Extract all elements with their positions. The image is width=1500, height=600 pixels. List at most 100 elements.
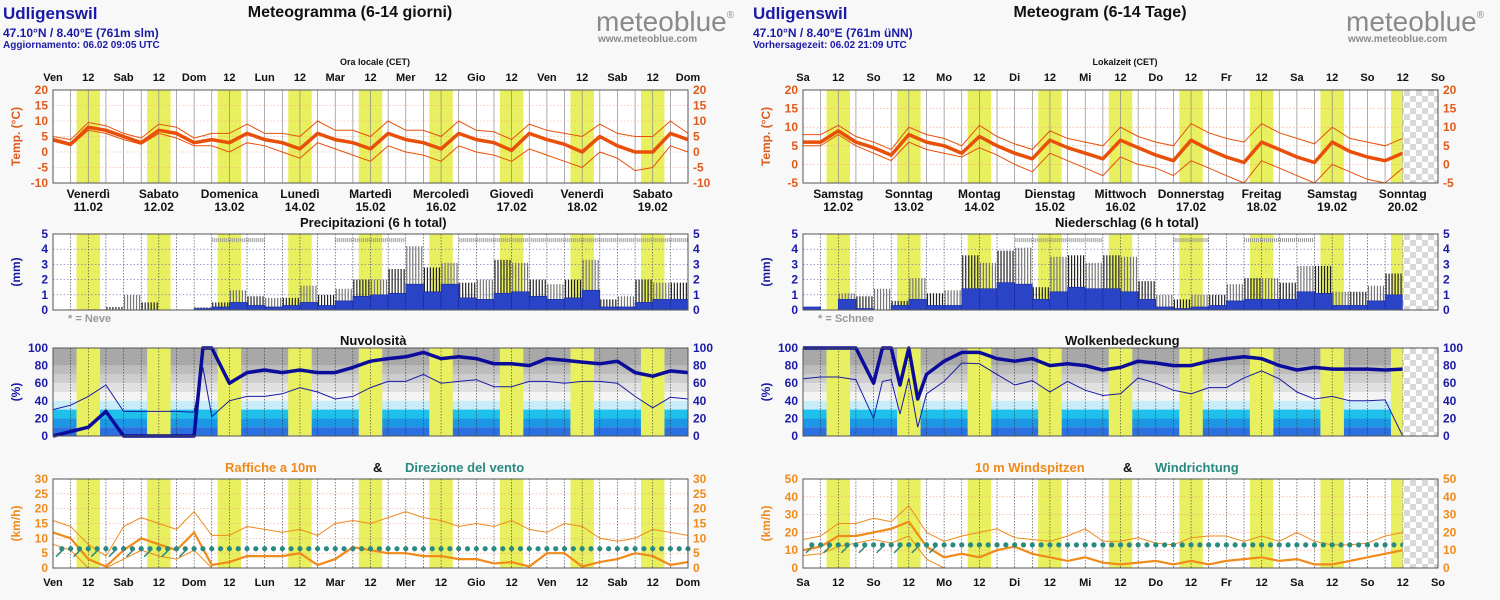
precip-mean-bar [890,305,910,311]
day-name: Freitag [1241,187,1282,201]
meteoblue-logo[interactable]: meteoblue® [596,6,734,38]
time-tick-label: Sa [1290,72,1304,84]
precip-mean-bar [961,288,980,311]
precip-mean-bar [440,283,459,311]
y-tick-label-right: -5 [1443,176,1454,190]
gust-upper-line [802,504,1403,546]
daylight-band [429,479,453,568]
time-tick-label: 12 [902,72,915,84]
y-tick-label-right: 0 [1443,157,1450,171]
y-tick-label-right: 0 [693,561,700,575]
wind-direction-dot [650,546,656,552]
meteoblue-logo[interactable]: meteoblue® [1346,6,1484,38]
y-tick-label-right: 2 [1443,273,1450,287]
precip-mean-bar [352,296,371,311]
y-tick-label-right: 10 [693,531,707,545]
wind-direction-dot [447,546,453,552]
time-tick-label: So [1430,72,1446,84]
daylight-band [570,348,594,436]
wind-barb [928,544,939,554]
logo-url[interactable]: www.meteoblue.com [598,34,698,45]
precip-mean-bar [1049,291,1068,311]
y-tick-label: 20 [785,83,799,97]
wind-direction-dot [279,546,285,552]
y-tick-label: 15 [35,99,49,113]
precip-mean-bar [652,299,671,311]
time-tick-label: Mer [395,577,416,589]
wind-direction-dot [429,546,435,552]
wind-direction-dot [1356,542,1362,548]
day-name: Montag [958,187,1001,201]
y-axis-title: (%) [759,383,773,402]
y-axis-title: (km/h) [9,505,23,541]
y-tick-label: 0 [41,429,48,443]
wind-direction-dot [209,546,215,552]
y-tick-label: 10 [785,543,799,557]
y-tick-label-right: -10 [693,176,711,190]
y-tick-label-right: 25 [693,487,707,501]
day-label: Mercoledì 16.02 [413,188,469,214]
precip-mean-bar [581,289,601,311]
wind-direction-dot [1100,542,1106,548]
wind-direction-dot [464,546,471,552]
wind-direction-dot [200,546,206,552]
day-date: 11.02 [73,200,103,214]
wind-direction-dot [1311,542,1318,548]
wind-direction-dot [1285,542,1291,548]
day-label: Martedì 15.02 [349,188,392,214]
day-label: Mittwoch 16.02 [1095,188,1147,214]
precip-mean-bar [1349,305,1368,311]
wind-direction-dot [1250,542,1256,548]
y-tick-label: 40 [785,394,799,408]
time-tick-label: Sab [607,577,628,589]
day-date: 16.02 [1105,200,1136,214]
registered-mark: ® [1476,10,1485,21]
day-label: Sonntag 20.02 [1379,188,1427,214]
precip-mean-bar [370,294,389,311]
y-tick-label-right: 4 [693,242,700,256]
wind-barb [108,548,118,558]
wind-direction-dot [1144,542,1150,548]
wind-direction-dot [350,546,356,552]
time-tick-label: 12 [1184,577,1198,589]
gust-upper-line [52,510,689,557]
update-time: Aggiornamento: 06.02 09:05 UTC [3,40,160,51]
wind-direction-dot [667,546,673,552]
logo-url[interactable]: www.meteoblue.com [1348,34,1448,45]
location-name: Udligenswil [753,4,848,23]
wind-direction-dot [941,542,947,548]
wind-direction-dot [1091,542,1097,548]
day-name: Mercoledì [413,187,470,201]
day-label: Freitag 18.02 [1242,188,1282,214]
precip-title: Precipitazioni (6 h total) [300,215,447,230]
time-axis-label: Lokalzeit (CET) [1092,57,1158,67]
time-tick-label: So [1360,577,1375,589]
precip-mean-bar [229,302,248,311]
time-tick-label: Sa [796,72,810,84]
y-tick-label: 10 [35,114,49,128]
cloud-lower-line [52,367,689,418]
day-name: Mittwoch [1094,187,1147,201]
daylight-band [1179,348,1203,436]
time-tick-label: 12 [832,72,845,84]
wind-barb [126,548,136,558]
precip-mean-bar [1384,294,1404,311]
y-tick-label-right: 3 [693,257,700,271]
y-axis-title: (mm) [759,257,773,286]
time-tick-label: Dom [181,577,207,589]
wind-direction-dot [853,542,859,548]
y-tick-label-right: 3 [1443,257,1450,271]
y-tick-label: 0 [791,429,798,443]
daylight-band [358,348,383,436]
wind-direction-title: Windrichtung [1155,460,1239,475]
wind-direction-dot [1382,542,1388,548]
time-tick-label: 12 [434,577,448,589]
precip-mean-bar [282,305,301,311]
time-tick-label: Lun [254,577,275,589]
time-tick-label: Fr [1220,577,1232,589]
daylight-band [967,348,992,436]
day-date: 19.02 [637,200,668,214]
y-tick-label: 0 [791,561,798,575]
